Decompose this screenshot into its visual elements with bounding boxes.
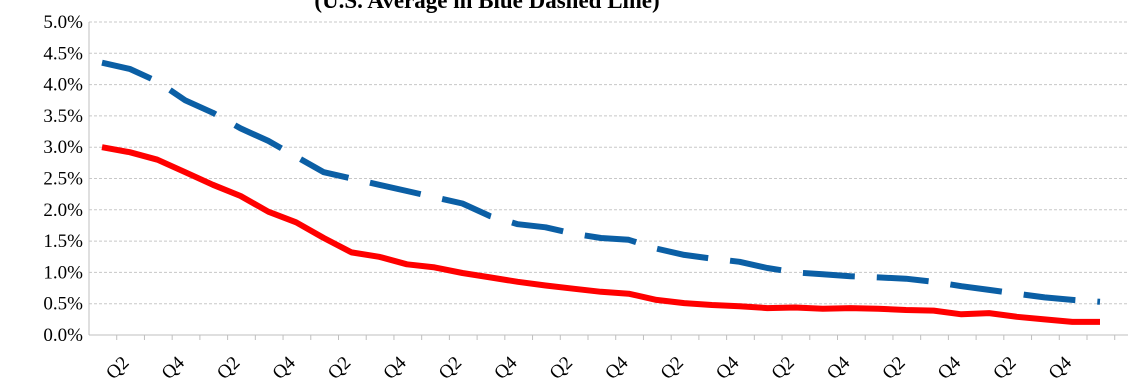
y-tick-label: 4.0% xyxy=(43,75,83,96)
y-tick-label: 3.5% xyxy=(43,106,83,127)
x-tick-label: Q4 xyxy=(269,352,301,384)
x-tick-label: Q4 xyxy=(712,352,744,384)
y-tick-label: 1.0% xyxy=(43,262,83,283)
x-tick-label: Q4 xyxy=(490,352,522,384)
red-series-line xyxy=(101,144,1100,325)
x-tick-label: Q4 xyxy=(1045,352,1077,384)
x-tick-label: Q4 xyxy=(379,352,411,384)
series-lines xyxy=(101,59,1101,325)
x-tick-label: Q2 xyxy=(878,352,909,383)
y-axis-tick-labels: 0.0% 0.5% 1.0% 1.5% 2.0% 2.5% 3.0% 3.5% 4.0% 4.5%… xyxy=(43,12,83,346)
x-tick-label: Q4 xyxy=(601,352,633,384)
y-tick-label: 3.0% xyxy=(43,137,83,158)
y-tick-label: 4.5% xyxy=(43,43,83,64)
y-tick-label: 0.0% xyxy=(43,325,83,346)
y-tick-label: 1.5% xyxy=(43,231,83,252)
chart-title: (U.S. Average in Blue Dashed Line) xyxy=(314,0,659,13)
x-tick-label: Q4 xyxy=(823,352,855,384)
axes xyxy=(88,22,1128,340)
y-tick-label: 0.5% xyxy=(43,294,83,315)
x-tick-label: Q2 xyxy=(435,352,466,383)
x-tick-label: Q4 xyxy=(158,352,190,384)
x-tick-label: Q2 xyxy=(324,352,355,383)
gridlines xyxy=(89,21,1128,305)
x-tick-label: Q2 xyxy=(102,352,133,383)
y-tick-label: 2.0% xyxy=(43,200,83,221)
y-tick-label: 2.5% xyxy=(43,169,83,190)
us-average-series-line xyxy=(101,59,1101,305)
x-tick-label: Q2 xyxy=(546,352,577,383)
x-tick-label: Q2 xyxy=(213,352,244,383)
y-tick-label: 5.0% xyxy=(43,12,83,33)
x-axis-tick-labels: Q2 Q4 Q2 Q4 Q2 Q4 Q2 Q4 Q2 Q4 Q2 Q4 Q2 Q4 Q2 Q4 Q2 Q4 xyxy=(102,352,1076,384)
x-tick-label: Q2 xyxy=(657,352,688,383)
x-tick-label: Q2 xyxy=(989,352,1020,383)
x-tick-label: Q2 xyxy=(768,352,799,383)
x-tick-label: Q4 xyxy=(934,352,966,384)
